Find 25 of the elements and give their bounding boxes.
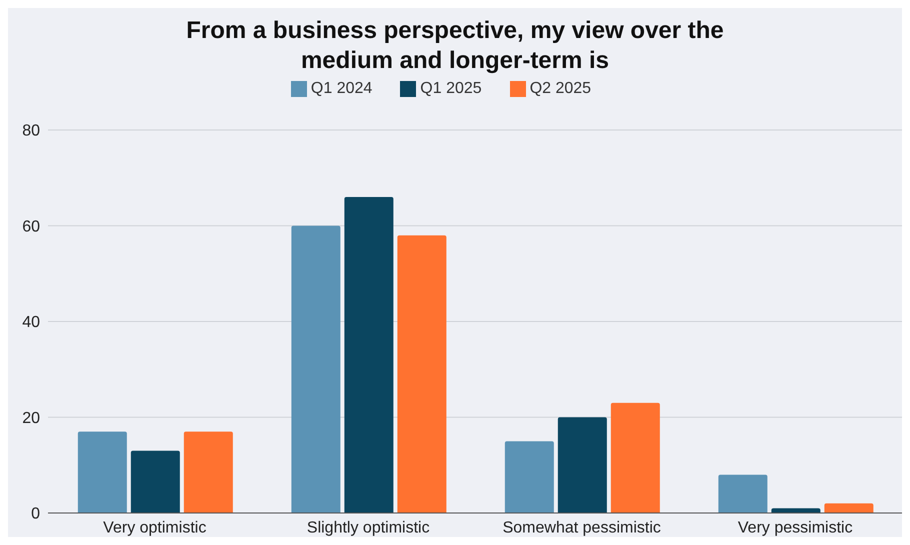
bar bbox=[610, 402, 660, 513]
y-tick-label: 60 bbox=[22, 218, 40, 236]
x-tick-label: Very optimistic bbox=[103, 519, 206, 536]
bar bbox=[824, 503, 874, 513]
bar bbox=[397, 235, 446, 513]
x-tick-label: Slightly optimistic bbox=[306, 519, 430, 536]
bar bbox=[184, 432, 233, 513]
x-tick-label: Very pessimistic bbox=[738, 519, 853, 536]
bar bbox=[558, 417, 607, 513]
legend-label: Q1 2024 bbox=[310, 80, 372, 97]
bar bbox=[78, 432, 127, 513]
bar bbox=[504, 441, 554, 513]
legend-label: Q2 2025 bbox=[530, 80, 592, 97]
y-tick-label: 80 bbox=[22, 122, 40, 140]
y-tick-label: 20 bbox=[22, 410, 40, 427]
y-tick-label: 0 bbox=[31, 506, 40, 523]
y-tick-label: 40 bbox=[22, 314, 40, 332]
chart-title: From a business perspective, my view over the medium and longer-term is bbox=[185, 16, 725, 76]
bar bbox=[130, 450, 180, 513]
legend-label: Q1 2025 bbox=[420, 80, 482, 97]
bar bbox=[771, 508, 820, 513]
x-tick-label: Somewhat pessimistic bbox=[502, 519, 661, 536]
bar bbox=[291, 226, 340, 513]
bar bbox=[718, 474, 768, 513]
bar bbox=[344, 197, 394, 513]
